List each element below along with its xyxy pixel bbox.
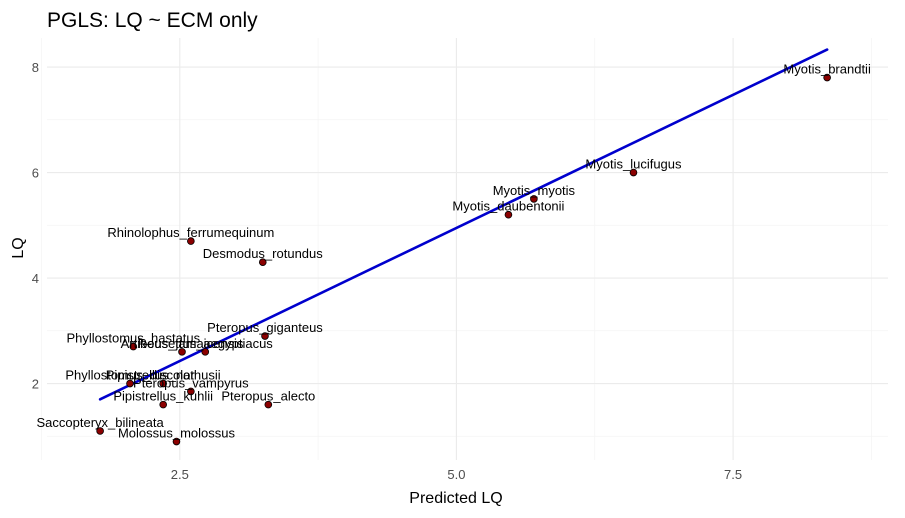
data-point bbox=[187, 387, 195, 396]
point-label: Phyllostomus_discolor bbox=[65, 368, 195, 383]
y-tick-label: 6 bbox=[32, 166, 39, 181]
data-point bbox=[172, 437, 181, 446]
x-tick-label: 5.0 bbox=[447, 467, 465, 482]
y-tick-label: 8 bbox=[32, 60, 39, 75]
point-label: Saccopteryx_bilineata bbox=[37, 415, 165, 430]
grid bbox=[41, 38, 888, 460]
data-points bbox=[96, 73, 831, 446]
data-point bbox=[178, 348, 186, 356]
data-point bbox=[129, 342, 138, 351]
x-axis-ticks: 2.5 5.0 7.5 bbox=[171, 467, 742, 482]
point-label: Myotis_myotis bbox=[493, 183, 576, 198]
regression-fit-line bbox=[98, 48, 829, 401]
point-label: Desmodus_rotundus bbox=[203, 246, 323, 261]
data-point bbox=[159, 379, 167, 388]
point-label: Rhinolophus_ferrumequinum bbox=[107, 225, 274, 240]
point-label: Myotis_brandtii bbox=[783, 62, 871, 77]
data-point bbox=[261, 332, 269, 340]
y-tick-label: 2 bbox=[32, 377, 39, 392]
point-label: Rousettus_aegyptiacus bbox=[138, 336, 274, 351]
data-point bbox=[629, 168, 638, 177]
chart-title: PGLS: LQ ~ ECM only bbox=[47, 9, 258, 32]
point-label: Pteropus_giganteus bbox=[207, 320, 323, 335]
point-label: Myotis_daubentonii bbox=[452, 199, 564, 214]
x-tick-label: 7.5 bbox=[724, 467, 742, 482]
data-point bbox=[258, 258, 267, 266]
data-point bbox=[504, 210, 513, 219]
point-label: Artibeus_jamaicensis bbox=[121, 336, 244, 351]
data-point bbox=[264, 400, 273, 409]
x-axis-title: Predicted LQ bbox=[409, 490, 502, 507]
point-label: Myotis_lucifugus bbox=[585, 157, 682, 172]
data-point bbox=[126, 379, 134, 388]
point-label: Phyllostomus_hastatus bbox=[66, 331, 200, 346]
y-axis-title: LQ bbox=[10, 237, 27, 258]
point-label: Pipistrellus_nathusii bbox=[106, 368, 221, 383]
data-point bbox=[530, 195, 538, 203]
x-tick-label: 2.5 bbox=[171, 467, 189, 482]
point-labels: Myotis_brandtii Myotis_lucifugus Myotis_my… bbox=[37, 62, 871, 441]
y-tick-label: 4 bbox=[32, 271, 39, 286]
point-label: Pipistrellus_kuhlii bbox=[113, 389, 213, 404]
y-axis-ticks: 2 4 6 8 bbox=[32, 60, 39, 392]
data-point bbox=[823, 73, 831, 82]
point-label: Molossus_molossus bbox=[118, 426, 236, 441]
point-label: Pteropus_alecto bbox=[221, 389, 315, 404]
data-point bbox=[159, 400, 167, 409]
data-point bbox=[201, 348, 210, 356]
data-point bbox=[96, 427, 104, 435]
point-label: Pteropus_vampyrus bbox=[133, 375, 249, 390]
data-point bbox=[187, 237, 195, 245]
